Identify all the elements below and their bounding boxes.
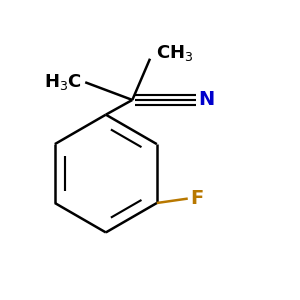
Text: N: N <box>199 90 215 110</box>
Text: CH$_3$: CH$_3$ <box>156 43 193 63</box>
Text: H$_3$C: H$_3$C <box>44 72 82 92</box>
Text: F: F <box>190 189 203 208</box>
